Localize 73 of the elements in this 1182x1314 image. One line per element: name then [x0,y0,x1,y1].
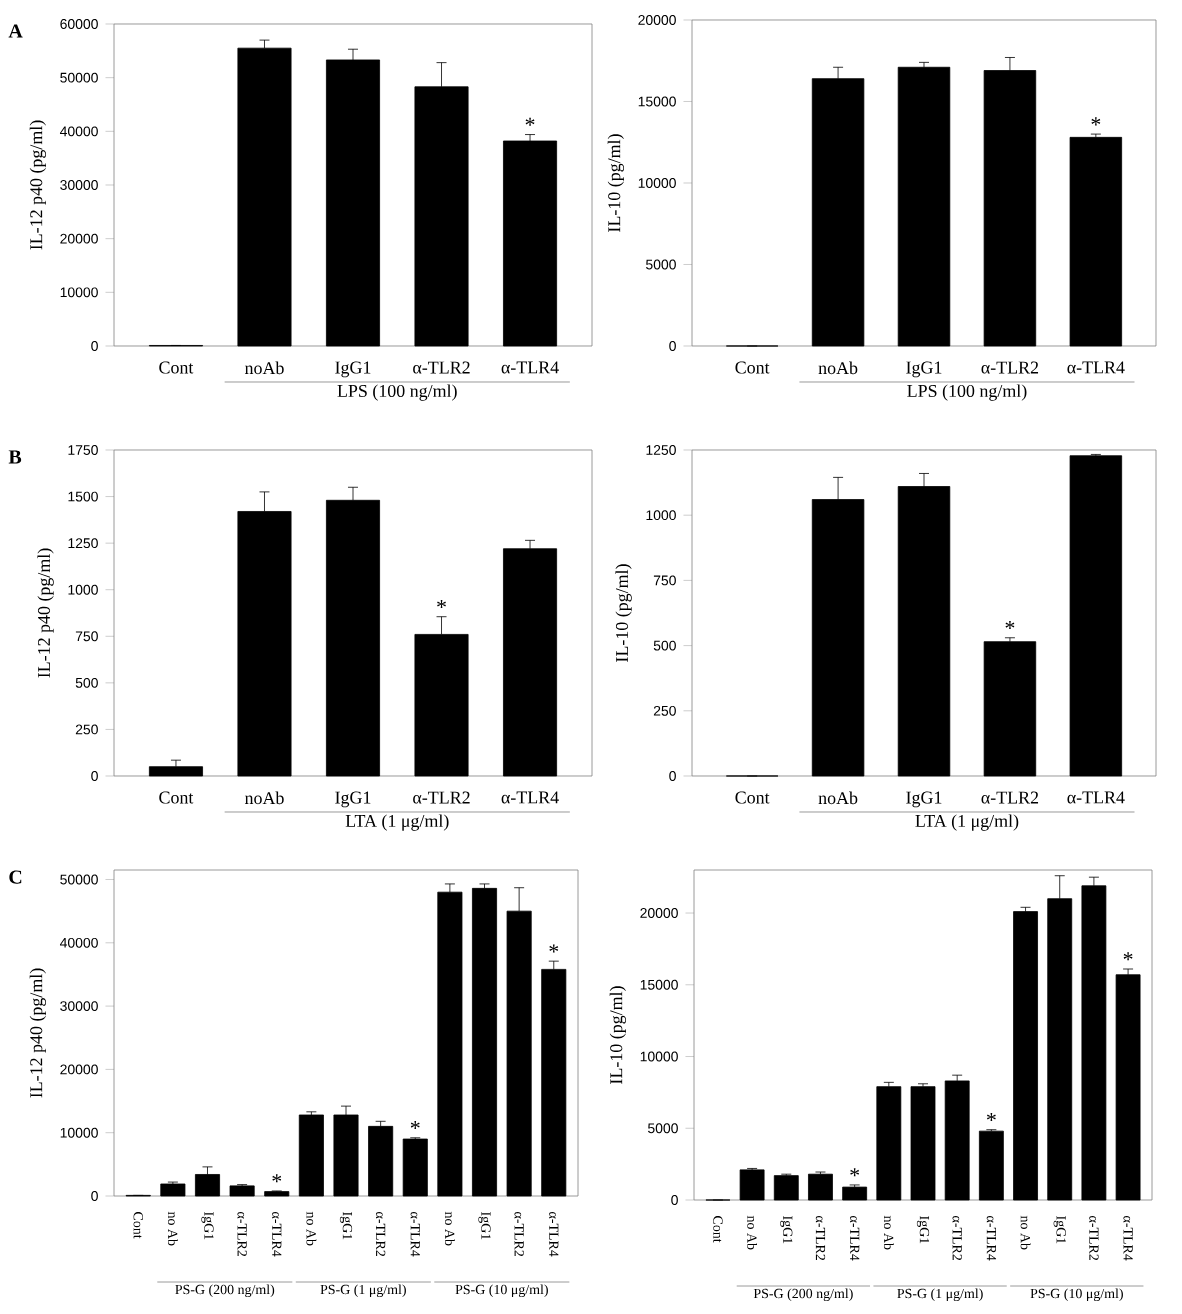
bar [808,1173,833,1201]
bar [1069,136,1123,347]
x-tick-label: noAb [818,791,858,805]
bar [472,887,498,1197]
y-axis-title: IL-12 p40 (pg/ml) [37,548,54,678]
x-tick-label: α-TLR4 [501,791,559,804]
y-axis-title: IL-12 p40 (pg/ml) [29,120,46,250]
bar [1069,455,1123,777]
x-tick-label: noAb [818,361,858,375]
bar [1115,974,1141,1201]
x-tick-label: Cont [735,791,770,804]
x-tick-label: α-TLR2 [413,361,470,374]
chart-title: C [9,870,22,884]
bar [194,1174,220,1197]
text: LPS (100 ng/ml) [907,384,1027,401]
bar [739,1169,765,1201]
x-tick-label: α-TLR2 [413,791,470,804]
text: LTA (1 μg/ml) [915,814,1019,831]
data-label: * [437,599,446,609]
x-tick-label: IgG1 [906,791,942,808]
bar [944,1080,970,1201]
x-tick-label: noAb [244,791,284,805]
x-tick-label: α-TLR4 [1067,791,1125,804]
bar [503,140,558,347]
bar [264,1191,290,1197]
bar [298,1114,324,1197]
bar [160,1183,186,1197]
bar [237,47,292,347]
bar [897,66,951,347]
data-label: * [986,1112,996,1121]
x-tick-label: α-TLR2 [981,361,1039,374]
bar [978,1130,1004,1201]
y-axis-title: IL-10 (pg/ml) [607,134,624,232]
x-tick-label: α-TLR4 [501,361,559,374]
text: LPS (100 ng/ml) [337,384,457,401]
data-label: * [1005,621,1015,630]
bar [333,1114,359,1197]
x-tick-label: Cont [735,361,770,374]
x-tick-label: noAb [244,361,284,375]
x-tick-label: IgG1 [335,361,371,378]
bar [910,1086,936,1201]
bar [842,1186,868,1201]
data-label: * [410,1121,420,1130]
chart-title: A [8,24,23,38]
bar [437,891,463,1197]
data-label: * [549,944,559,953]
data-label: * [1091,117,1101,126]
bar [229,1185,255,1197]
x-tick-label: α-TLR2 [981,791,1039,804]
bar [368,1125,394,1197]
x-tick-label: α-TLR4 [1067,361,1125,374]
bar [541,968,567,1197]
text: LTA (1 μg/ml) [345,814,449,831]
x-tick-label: Cont [159,361,194,374]
data-label: * [272,1174,282,1183]
x-tick-label: IgG1 [335,791,371,808]
bar [876,1086,902,1201]
bar [1081,885,1107,1201]
chart-title: B [8,450,22,464]
x-tick-label: IgG1 [906,361,942,378]
y-axis-title: IL-12 p40 (pg/ml) [29,968,46,1098]
data-label: * [525,117,535,126]
bar [402,1138,428,1197]
data-label: * [850,1168,860,1177]
data-label: * [1123,952,1133,961]
bar [503,548,558,777]
y-axis-title: IL-10 (pg/ml) [615,564,632,662]
y-axis-title: IL-10 (pg/ml) [609,986,626,1084]
bar [1013,911,1038,1201]
bar [983,641,1037,777]
x-tick-label: Cont [159,791,194,804]
bar [148,766,203,777]
bar [773,1175,799,1201]
